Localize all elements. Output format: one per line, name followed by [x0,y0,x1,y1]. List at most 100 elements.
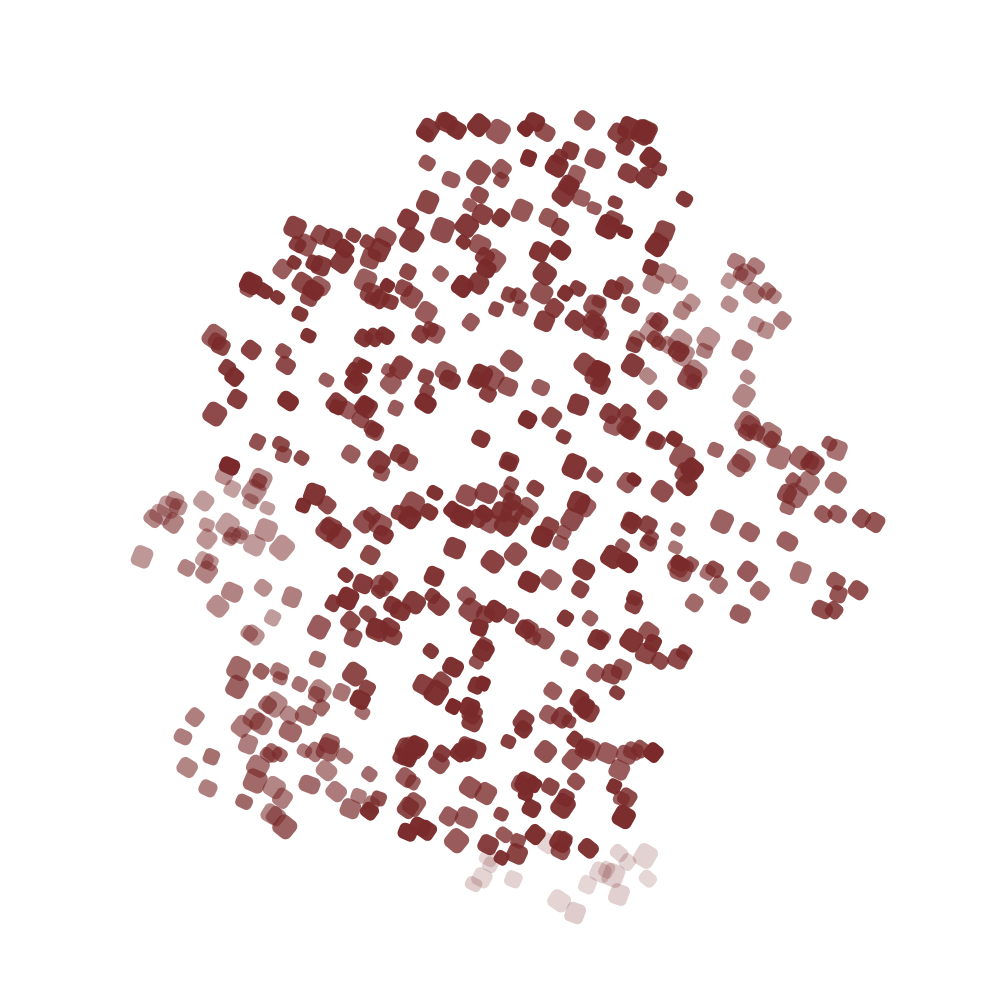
particle [223,479,242,498]
particle [373,524,394,545]
particle [802,453,820,470]
particle [626,589,643,606]
particle [617,163,639,184]
particle [253,578,273,597]
particle [512,709,535,733]
particle [380,363,397,378]
particle [739,369,756,385]
particle [766,444,792,470]
particle [291,271,313,294]
particle [202,401,228,427]
particle [248,433,267,451]
particle [705,560,725,579]
particle [675,474,698,497]
particle [497,376,519,397]
particle [234,526,250,541]
particle [675,190,694,208]
particle [622,741,644,761]
particle [503,608,520,625]
particle [645,312,663,329]
particle [309,275,331,297]
particle [341,661,367,687]
particle [295,497,312,514]
particle [404,774,421,791]
particle [619,628,644,653]
particle [591,294,607,309]
particle [789,561,812,585]
particle [239,279,258,298]
particle [414,392,437,414]
particle [521,798,542,819]
particle [444,698,462,716]
particle [361,765,378,783]
particle [375,326,395,346]
particle [258,695,278,715]
particle [271,435,290,453]
particle [291,676,309,693]
particle [669,442,696,470]
particle [531,525,554,548]
particle [650,479,674,503]
particle [607,883,630,906]
particle [193,490,215,512]
particle [177,558,196,577]
particle [561,714,577,729]
particle [615,136,635,156]
particle [616,416,640,439]
particle [466,159,492,185]
particle [560,649,579,667]
particle [302,482,326,506]
particle [644,232,670,258]
particle [746,257,766,275]
particle [308,679,332,703]
particle [617,116,641,140]
particle [198,779,218,798]
particle [543,681,563,701]
particle [524,823,546,846]
particle [438,806,459,827]
particle [218,358,237,378]
particle [499,349,523,372]
particle-cluster [130,110,886,925]
particle [370,584,386,599]
particle [454,806,478,829]
particle [399,226,425,253]
particle [474,246,496,267]
particle [162,512,184,534]
particle [488,301,504,318]
particle [469,618,489,637]
particle [455,234,472,250]
particle [272,671,288,686]
particle [291,305,309,322]
particle [294,705,317,726]
particle [537,832,559,855]
particle [399,263,417,281]
particle [642,259,659,276]
particle [352,573,374,595]
particle [143,509,163,529]
particle [359,234,376,251]
particle [176,756,198,778]
particle [221,531,238,547]
particle [310,255,332,277]
particle [300,327,317,344]
particle [505,842,529,865]
particle [638,515,658,535]
particle [675,644,693,661]
particle [670,554,689,572]
particle [551,148,569,166]
particle [354,328,374,348]
particle [513,505,534,526]
particle [577,837,599,859]
particle [581,609,599,627]
particle [776,531,799,552]
particle [462,197,478,213]
particle [471,203,494,226]
particle [283,215,307,240]
particle [464,875,483,893]
particle [242,493,259,510]
particle [616,552,639,574]
particle [584,148,606,169]
particle [263,609,282,627]
particle [620,353,645,378]
